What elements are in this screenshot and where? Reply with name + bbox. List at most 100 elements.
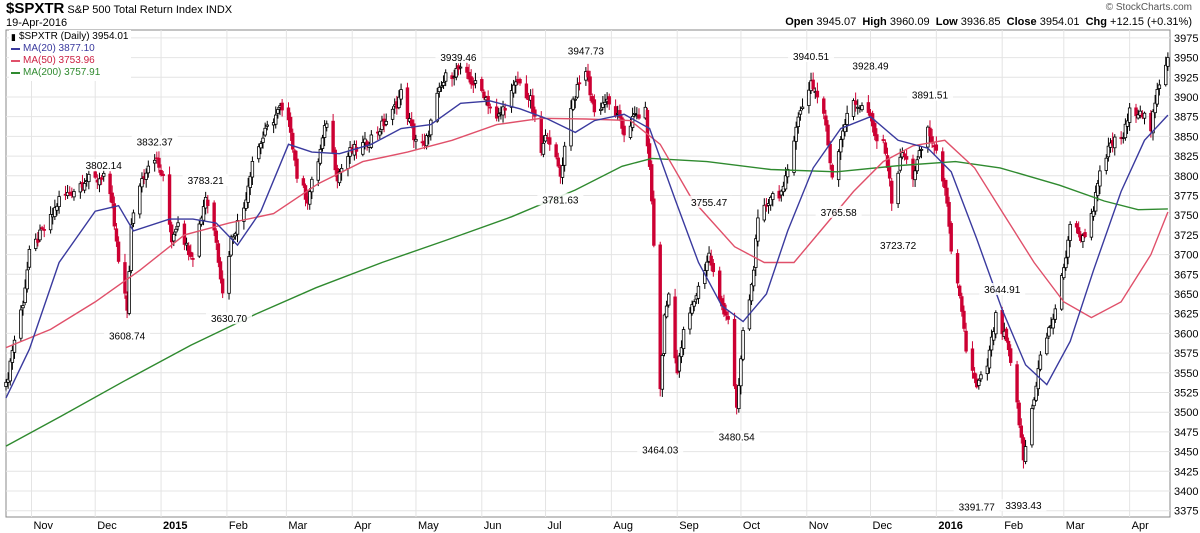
candle-body (607, 96, 611, 105)
candle-body (518, 78, 522, 84)
candle-body (274, 114, 278, 125)
candle-body (1074, 223, 1079, 228)
candle-body (1151, 111, 1155, 134)
candle-body (647, 143, 652, 167)
candle-body (815, 90, 820, 98)
candle-body (48, 214, 53, 231)
candle-body (660, 355, 665, 390)
candle-body (55, 205, 59, 211)
price-annotation: 3891.51 (912, 91, 949, 102)
candle-body (1051, 318, 1055, 329)
candle-body (603, 101, 607, 105)
legend-ma50: MA(50) 3753.96 (11, 55, 128, 67)
candle-body (220, 278, 225, 294)
candle-body (822, 98, 826, 114)
annotation-bg (80, 159, 127, 172)
candle-body (1138, 110, 1142, 116)
candle-body (556, 157, 560, 167)
annotation-bg (637, 443, 684, 456)
candle-body (637, 114, 641, 119)
candle-body (157, 157, 161, 168)
candle-body (1004, 328, 1009, 342)
candle-body (365, 141, 369, 147)
candle-body (99, 177, 104, 180)
candle-body (592, 99, 597, 113)
candle-body (688, 312, 692, 330)
candle-body (785, 168, 790, 178)
candle-body (384, 120, 388, 125)
candle-body (399, 89, 403, 100)
annotation-bg (875, 238, 922, 251)
annotation-bg (104, 329, 151, 342)
candle-body (726, 316, 730, 320)
x-tick-label: 2015 (163, 520, 187, 532)
candle-body (186, 245, 191, 256)
x-tick-label: Dec (873, 520, 893, 532)
candle-body (467, 71, 471, 80)
symbol: $SPXTR (6, 0, 65, 17)
candle-body (27, 248, 32, 268)
candle-body (1164, 64, 1168, 86)
ma200-swatch-icon (11, 72, 20, 74)
candle-body (146, 165, 151, 174)
candle-body (662, 314, 667, 354)
candle-body (112, 203, 117, 227)
candle-body (824, 115, 828, 126)
price-annotation: 3939.46 (440, 53, 477, 64)
candle-body (620, 117, 624, 129)
candle-body (783, 175, 788, 190)
candle-body (218, 261, 223, 280)
candle-body (337, 171, 342, 184)
candle-body (191, 258, 195, 260)
y-tick-label: 3750 (1174, 210, 1198, 222)
candle-body (853, 100, 858, 105)
candle-body (1142, 112, 1147, 119)
legend-price-label: $SPXTR (Daily) 3954.01 (18, 31, 129, 42)
exchange: INDX (205, 4, 233, 16)
candle-body (928, 127, 932, 137)
candle-body (1068, 223, 1072, 241)
candle-body (509, 90, 514, 108)
annotation-bg (182, 174, 229, 187)
y-tick-label: 3550 (1174, 368, 1198, 380)
legend-ma50-label: MA(50) 3753.96 (23, 55, 95, 66)
index-name: S&P 500 Total Return Index (67, 4, 203, 16)
candle-body (1153, 102, 1157, 114)
candle-body (1036, 368, 1041, 390)
candle-body (57, 196, 61, 208)
ma50-swatch-icon (11, 60, 20, 62)
price-annotation: 3783.21 (188, 176, 225, 187)
low-value: 3936.85 (960, 16, 1001, 28)
annotation-bg (1000, 499, 1047, 512)
annotation-bg (815, 205, 862, 218)
candle-body (248, 175, 252, 188)
candle-body (114, 228, 119, 242)
candle-body (1157, 84, 1162, 89)
candle-body (102, 172, 106, 177)
y-tick-label: 3775 (1174, 190, 1198, 202)
candle-body (1032, 399, 1036, 407)
candle-body (667, 293, 671, 306)
y-tick-label: 3650 (1174, 289, 1198, 301)
candle-body (72, 191, 76, 198)
candle-body (926, 126, 930, 148)
candle-body (964, 330, 968, 352)
price-annotation: 3480.54 (719, 433, 756, 444)
candle-body (53, 207, 57, 218)
price-annotation: 3947.73 (568, 46, 605, 57)
price-annotation: 3802.14 (86, 161, 123, 172)
candle-body (480, 79, 484, 91)
candle-body (25, 269, 29, 290)
candle-body (87, 173, 91, 183)
candle-body (259, 143, 263, 149)
y-tick-label: 3725 (1174, 230, 1198, 242)
candle-body (123, 262, 127, 294)
candle-body (301, 178, 306, 186)
candle-body (839, 139, 843, 153)
candle-body (902, 153, 907, 157)
candle-body (363, 138, 367, 144)
copyright-link[interactable]: © StockCharts.com (1105, 2, 1192, 13)
candle-body (652, 198, 656, 246)
candle-body (397, 96, 401, 109)
